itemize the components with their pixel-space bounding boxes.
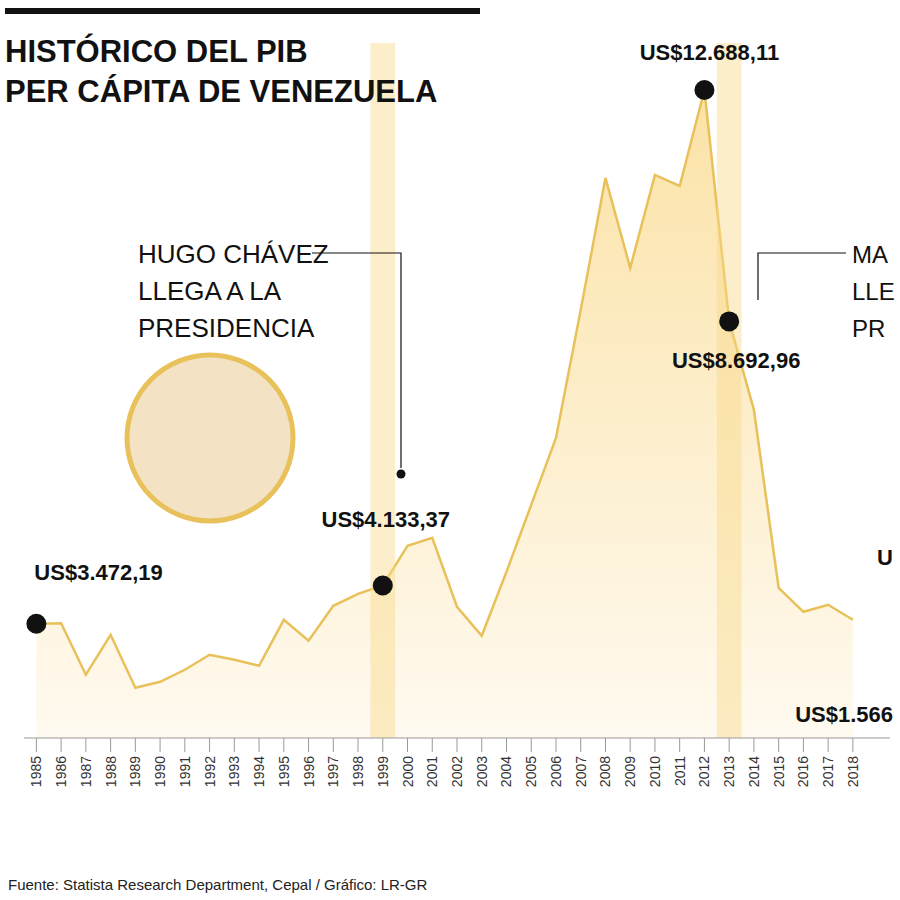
svg-text:1993: 1993 <box>226 756 242 787</box>
svg-text:1989: 1989 <box>127 756 143 787</box>
svg-text:2013: 2013 <box>721 756 737 787</box>
svg-text:1999: 1999 <box>375 756 391 787</box>
svg-text:2010: 2010 <box>647 756 663 787</box>
svg-text:1986: 1986 <box>53 756 69 787</box>
svg-text:2006: 2006 <box>548 756 564 787</box>
svg-text:2009: 2009 <box>622 756 638 787</box>
svg-text:2018: 2018 <box>845 756 861 787</box>
svg-text:Fuente: Statista Research Depa: Fuente: Statista Research Department, Ce… <box>8 876 428 893</box>
svg-text:2016: 2016 <box>795 756 811 787</box>
svg-text:2011: 2011 <box>672 756 688 786</box>
svg-text:HISTÓRICO DEL PIBPER CÁPITA DE: HISTÓRICO DEL PIBPER CÁPITA DE VENEZUELA <box>5 33 437 109</box>
svg-text:MALLEPR: MALLEPR <box>852 241 895 342</box>
svg-text:2001: 2001 <box>424 756 440 787</box>
svg-text:2003: 2003 <box>474 756 490 787</box>
svg-text:2005: 2005 <box>523 756 539 787</box>
svg-text:US$3.472,19: US$3.472,19 <box>34 560 162 585</box>
svg-text:2008: 2008 <box>597 756 613 787</box>
svg-text:US$12.688,11: US$12.688,11 <box>640 40 779 65</box>
svg-text:2014: 2014 <box>746 756 762 787</box>
svg-text:2004: 2004 <box>498 756 514 787</box>
svg-text:2000: 2000 <box>400 756 416 787</box>
svg-text:1994: 1994 <box>251 756 267 787</box>
svg-text:US$1.566: US$1.566 <box>795 702 893 727</box>
svg-text:1997: 1997 <box>325 756 341 787</box>
svg-text:2007: 2007 <box>573 756 589 787</box>
svg-text:1987: 1987 <box>78 756 94 787</box>
svg-text:1996: 1996 <box>301 756 317 787</box>
svg-text:1998: 1998 <box>350 756 366 787</box>
svg-text:2017: 2017 <box>820 756 836 787</box>
svg-text:2002: 2002 <box>449 756 465 787</box>
svg-text:1985: 1985 <box>28 756 44 787</box>
svg-text:1992: 1992 <box>202 756 218 787</box>
svg-text:US$4.133,37: US$4.133,37 <box>322 507 450 532</box>
svg-text:2012: 2012 <box>696 756 712 787</box>
svg-text:1991: 1991 <box>177 756 193 787</box>
svg-text:US$8.692,96: US$8.692,96 <box>672 348 800 373</box>
svg-text:1990: 1990 <box>152 756 168 787</box>
svg-text:1995: 1995 <box>276 756 292 787</box>
svg-text:1988: 1988 <box>103 756 119 787</box>
svg-text:HUGO CHÁVEZLLEGA A LAPRESIDENC: HUGO CHÁVEZLLEGA A LAPRESIDENCIA <box>138 239 329 343</box>
svg-text:2015: 2015 <box>771 756 787 787</box>
svg-text:U: U <box>877 545 893 570</box>
